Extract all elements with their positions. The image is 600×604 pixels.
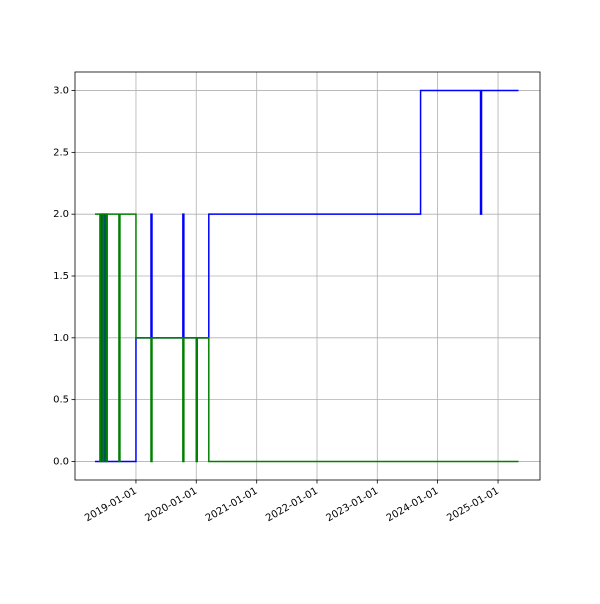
axes-frame [74, 71, 541, 481]
y-tick-label: 0.5 [53, 395, 69, 406]
y-tick-label: 1.0 [53, 333, 69, 344]
step-line [94, 213, 519, 463]
y-tick-label: 2.5 [53, 147, 69, 158]
y-tick-label: 2.0 [53, 209, 69, 220]
y-tick-label: 3.0 [53, 86, 69, 97]
y-tick-label: 0.0 [53, 456, 69, 467]
y-tick-label: 1.5 [53, 271, 69, 282]
